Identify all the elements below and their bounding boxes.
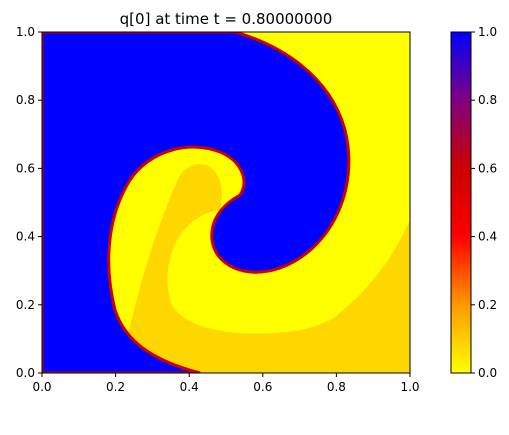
colorbar-axis: 0.0 0.2 0.4 0.6 0.8 1.0 xyxy=(471,25,497,380)
y-tick-label: 0.2 xyxy=(16,298,35,312)
x-tick-label: 0.8 xyxy=(327,380,346,394)
y-tick-label: 1.0 xyxy=(16,25,35,39)
colorbar-tick-label: 0.2 xyxy=(478,298,497,312)
colorbar xyxy=(450,31,472,374)
x-tick-label: 0.2 xyxy=(106,380,125,394)
heatmap-field xyxy=(42,32,410,373)
field-inner-arm xyxy=(120,163,410,373)
x-tick-label: 1.0 xyxy=(400,380,419,394)
field-high-region xyxy=(42,32,351,373)
y-tick-label: 0.4 xyxy=(16,230,35,244)
colorbar-tick-label: 0.8 xyxy=(478,93,497,107)
x-tick-label: 0.0 xyxy=(32,380,51,394)
x-axis: 0.0 0.2 0.4 0.6 0.8 1.0 xyxy=(32,373,420,394)
colorbar-tick-label: 0.6 xyxy=(478,161,497,175)
x-tick-label: 0.6 xyxy=(253,380,272,394)
colorbar-tick-label: 0.4 xyxy=(478,230,497,244)
chart-title: q[0] at time t = 0.80000000 xyxy=(120,10,333,28)
colorbar-tick-label: 0.0 xyxy=(478,366,497,380)
colorbar-tick-label: 1.0 xyxy=(478,25,497,39)
plot-frame xyxy=(41,31,411,374)
y-tick-label: 0.0 xyxy=(16,366,35,380)
y-axis: 0.0 0.2 0.4 0.6 0.8 1.0 xyxy=(16,25,42,380)
x-tick-label: 0.4 xyxy=(180,380,199,394)
y-tick-label: 0.6 xyxy=(16,161,35,175)
y-tick-label: 0.8 xyxy=(16,93,35,107)
